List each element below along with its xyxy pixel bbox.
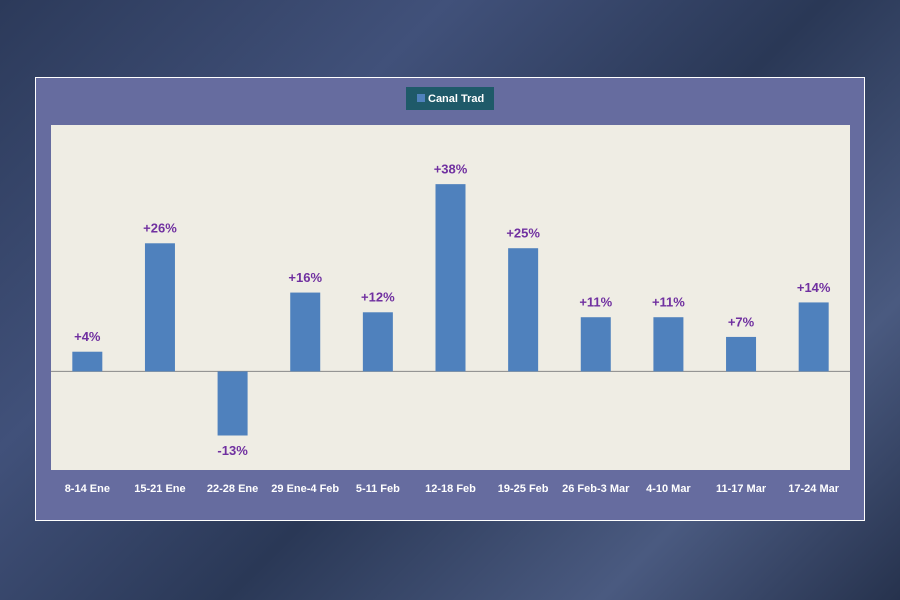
bar (508, 248, 539, 372)
bar (72, 351, 103, 372)
x-tick-label: 22-28 Ene (206, 483, 259, 495)
data-label: +4% (74, 329, 101, 344)
bar (798, 302, 829, 372)
data-label: +16% (288, 270, 322, 285)
x-tick-label: 26 Feb-3 Mar (562, 483, 630, 495)
x-tick-label: 4-10 Mar (646, 483, 691, 495)
data-label: +26% (143, 221, 177, 236)
bar (653, 317, 684, 372)
x-tick-label: 12-18 Feb (425, 483, 476, 495)
legend-label: Canal Trad (428, 93, 484, 105)
bar (290, 292, 321, 372)
x-tick-label: 29 Ene-4 Feb (271, 483, 340, 495)
x-tick-label: 15-21 Ene (134, 483, 186, 495)
bar (726, 336, 757, 372)
x-tick-label: 11-17 Mar (715, 483, 767, 495)
data-label: +7% (728, 314, 755, 329)
bar (362, 312, 393, 372)
bar (435, 184, 466, 372)
legend-swatch (417, 94, 425, 102)
data-label: +12% (361, 290, 395, 305)
x-tick-label: 19-25 Feb (497, 483, 549, 495)
bar (144, 243, 175, 372)
data-label: +38% (434, 162, 468, 177)
x-tick-label: 5-11 Feb (355, 483, 400, 495)
bar (580, 317, 611, 372)
data-label: +14% (797, 280, 831, 295)
data-label: -13% (217, 443, 248, 458)
bar (217, 371, 248, 436)
x-tick-label: 17-24 Mar (788, 483, 840, 495)
legend-box (406, 87, 494, 110)
x-tick-label: 8-14 Ene (64, 483, 110, 495)
data-label: +11% (652, 295, 685, 310)
data-label: +25% (506, 226, 540, 241)
data-label: +11% (579, 295, 612, 310)
